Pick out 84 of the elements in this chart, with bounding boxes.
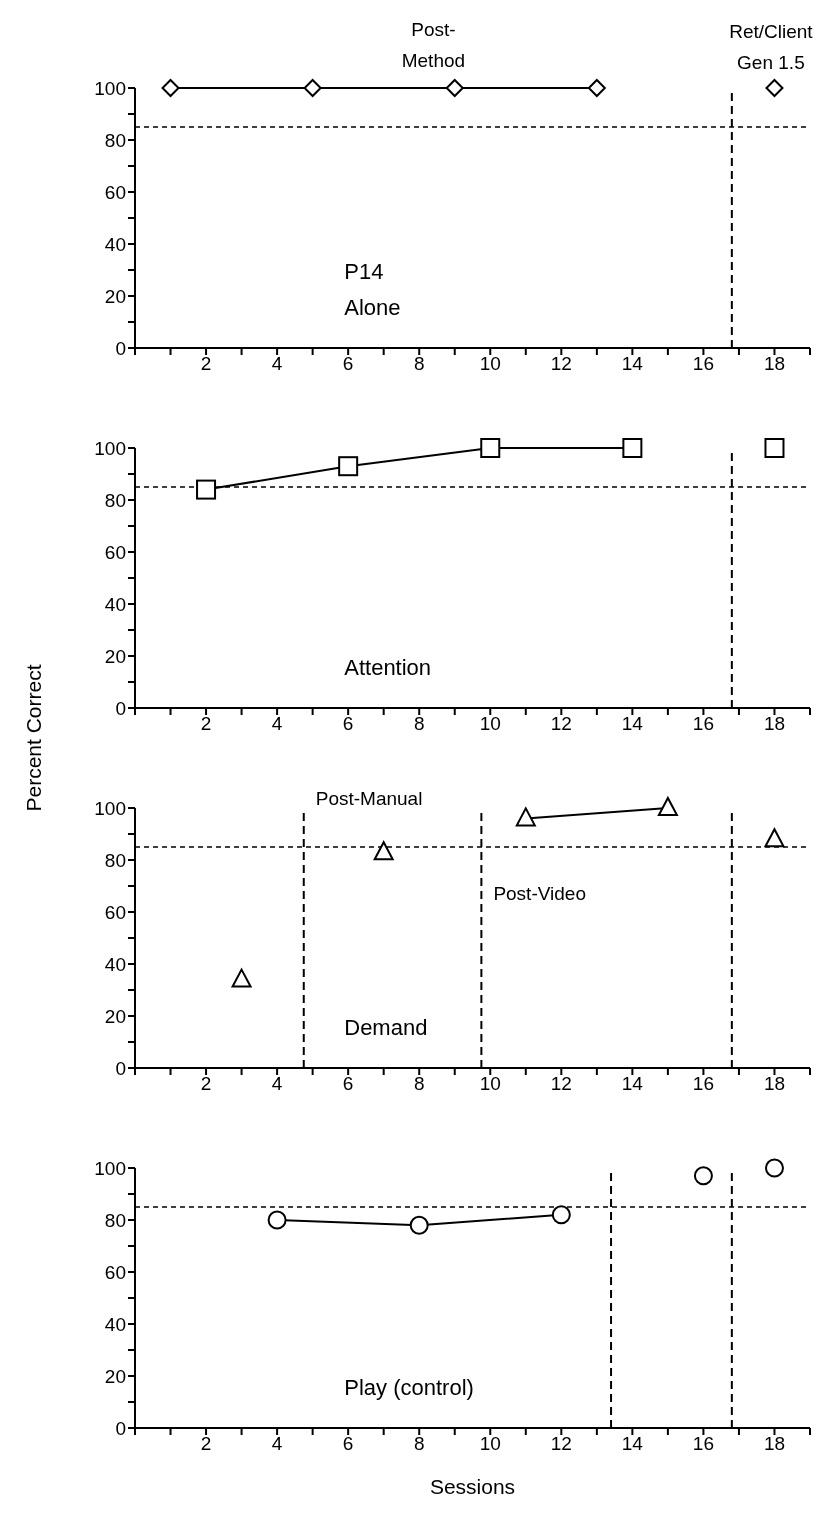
text: Post-Method — [400, 18, 467, 73]
ref-line-label: Post-Video — [493, 881, 586, 906]
x-tick-label: 14 — [621, 713, 644, 735]
x-tick-label: 14 — [621, 1433, 644, 1455]
ref-line-label: Post-Manual — [315, 787, 423, 811]
x-tick-label: 14 — [621, 353, 644, 375]
x-tick-label: 2 — [200, 713, 212, 735]
text: Alone — [344, 294, 401, 322]
text: Play (control) — [344, 1374, 474, 1402]
x-tick-label: 12 — [550, 1433, 572, 1455]
y-tick-label: 20 — [104, 285, 126, 307]
y-tick-label: 100 — [94, 1157, 126, 1179]
x-tick-label: 6 — [342, 353, 354, 375]
y-tick-label: 100 — [94, 77, 126, 99]
point — [196, 479, 217, 500]
x-tick-label: 6 — [342, 713, 354, 735]
y-tick-label: 0 — [115, 1057, 126, 1079]
x-tick-label: 8 — [413, 353, 425, 375]
y-tick-label: 0 — [115, 1417, 126, 1439]
y-tick-label: 40 — [104, 593, 126, 615]
y-tick-label: 0 — [115, 337, 126, 359]
point — [231, 968, 252, 988]
x-tick-label: 18 — [763, 713, 786, 735]
x-tick-label: 6 — [342, 1433, 354, 1455]
y-tick-label: 80 — [104, 849, 126, 871]
y-tick-label: 100 — [94, 797, 126, 819]
ref-line-label: Ret/Client Gen 1.5 — [728, 20, 814, 75]
y-tick-label: 60 — [104, 901, 126, 923]
y-tick-label: 80 — [104, 489, 126, 511]
x-tick-label: 16 — [692, 713, 714, 735]
point — [338, 456, 359, 477]
x-tick-label: 12 — [550, 1073, 572, 1095]
point — [267, 1210, 287, 1230]
y-tick-label: 60 — [104, 181, 126, 203]
x-tick-label: 12 — [550, 713, 572, 735]
x-tick-label: 8 — [413, 713, 425, 735]
y-tick-label: 20 — [104, 645, 126, 667]
y-tick-label: 80 — [104, 129, 126, 151]
text: P14 — [344, 258, 385, 286]
x-tick-label: 14 — [621, 1073, 644, 1095]
point — [373, 841, 394, 861]
x-tick-label: 8 — [413, 1433, 425, 1455]
point — [764, 1158, 784, 1178]
x-tick-label: 10 — [479, 1433, 501, 1455]
x-tick-label: 4 — [271, 1433, 283, 1455]
y-tick-label: 40 — [104, 1313, 126, 1335]
y-tick-label: 40 — [104, 233, 126, 255]
x-tick-label: 16 — [692, 353, 714, 375]
x-tick-label: 18 — [763, 1433, 786, 1455]
x-tick-label: 4 — [271, 353, 283, 375]
y-tick-label: 60 — [104, 541, 126, 563]
x-tick-label: 10 — [479, 713, 501, 735]
y-tick-label: 20 — [104, 1005, 126, 1027]
x-tick-label: 2 — [200, 1433, 212, 1455]
y-tick-label: 80 — [104, 1209, 126, 1231]
point — [480, 438, 501, 458]
text: Demand — [344, 1014, 428, 1042]
x-tick-label: 2 — [200, 353, 212, 375]
x-tick-label: 10 — [479, 1073, 501, 1095]
x-tick-label: 2 — [200, 1073, 212, 1095]
x-tick-label: 18 — [763, 1073, 786, 1095]
point — [622, 438, 643, 458]
x-tick-label: 4 — [271, 713, 283, 735]
y-tick-label: 40 — [104, 953, 126, 975]
x-tick-label: 12 — [550, 353, 572, 375]
x-tick-label: 6 — [342, 1073, 354, 1095]
x-tick-label: 8 — [413, 1073, 425, 1095]
x-tick-label: 10 — [479, 353, 501, 375]
point — [764, 438, 785, 458]
y-tick-label: 20 — [104, 1365, 126, 1387]
point — [551, 1205, 571, 1225]
x-tick-label: 16 — [692, 1433, 714, 1455]
x-tick-label: 4 — [271, 1073, 283, 1095]
y-tick-label: 60 — [104, 1261, 126, 1283]
point — [409, 1215, 429, 1235]
y-axis-title: Percent Correct — [21, 663, 46, 814]
x-tick-label: 16 — [692, 1073, 714, 1095]
y-tick-label: 100 — [94, 437, 126, 459]
text: Attention — [344, 654, 432, 682]
x-axis-title: Sessions — [429, 1475, 516, 1498]
point — [693, 1166, 713, 1186]
y-tick-label: 0 — [115, 697, 126, 719]
point — [764, 828, 785, 848]
x-tick-label: 18 — [763, 353, 786, 375]
